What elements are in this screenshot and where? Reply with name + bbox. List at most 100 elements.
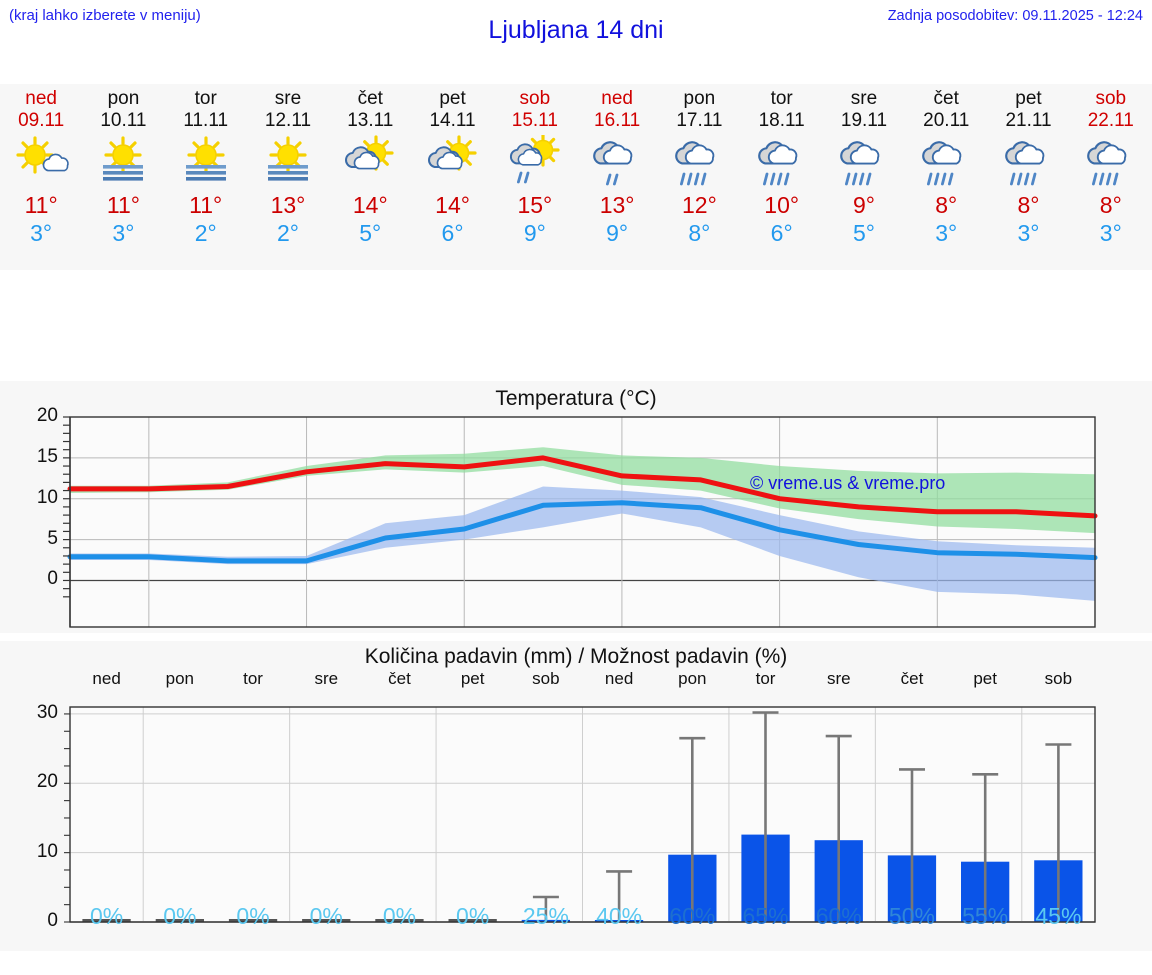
forecast-temp-max: 11° xyxy=(106,192,140,218)
page-title: Ljubljana 14 dni xyxy=(488,16,664,44)
forecast-day[interactable]: tor 18.11 10° 6° xyxy=(741,84,823,270)
forecast-day-name: ned xyxy=(601,88,633,109)
forecast-temp-min: 3° xyxy=(112,220,135,246)
precipitation-day-label: pon xyxy=(678,669,707,688)
last-update-label: Zadnja posodobitev: 09.11.2025 - 12:24 xyxy=(887,8,1143,24)
forecast-temp-min: 6° xyxy=(441,220,464,246)
forecast-day-name: pon xyxy=(683,88,716,109)
temperature-y-tick: 15 xyxy=(36,445,58,467)
forecast-day-name: tor xyxy=(194,88,217,109)
forecast-day[interactable]: sob 22.11 8° 3° xyxy=(1070,84,1152,270)
forecast-day[interactable]: tor 11.11 11° 2° xyxy=(165,84,247,270)
forecast-day[interactable]: pon 10.11 11° 3° xyxy=(82,84,164,270)
sun-fog-icon xyxy=(174,135,238,187)
forecast-temp-max: 11° xyxy=(24,192,58,218)
precipitation-probability-label: 55% xyxy=(962,903,1009,929)
forecast-day-name: pet xyxy=(1015,88,1042,109)
forecast-day-name: tor xyxy=(770,88,793,109)
forecast-day-date: 13.11 xyxy=(347,110,394,131)
cloud-rain-light-icon xyxy=(585,135,649,187)
forecast-day-date: 19.11 xyxy=(840,110,888,131)
cloud-rain-icon xyxy=(1079,135,1143,187)
precipitation-probability-label: 25% xyxy=(522,903,569,929)
forecast-temp-min: 6° xyxy=(770,220,793,246)
partly-cloudy-icon xyxy=(421,135,485,187)
forecast-day-name: ned xyxy=(25,88,57,109)
precipitation-y-tick: 20 xyxy=(36,771,58,793)
precipitation-day-label: pon xyxy=(165,669,194,688)
forecast-temp-min: 9° xyxy=(606,220,629,246)
cloud-rain-icon xyxy=(832,135,896,187)
forecast-day[interactable]: čet 20.11 8° 3° xyxy=(905,84,987,270)
forecast-day-date: 12.11 xyxy=(264,110,312,131)
forecast-temp-max: 9° xyxy=(852,192,875,218)
precipitation-probability-label: 0% xyxy=(456,903,490,929)
sun-fog-icon xyxy=(91,135,155,187)
precipitation-probability-label: 50% xyxy=(888,903,935,929)
precipitation-chart xyxy=(0,667,1152,951)
forecast-temp-max: 11° xyxy=(189,192,223,218)
forecast-temp-min: 5° xyxy=(852,220,875,246)
forecast-day[interactable]: ned 09.11 11° 3° xyxy=(0,84,82,270)
forecast-temp-max: 13° xyxy=(270,192,306,218)
forecast-temp-min: 9° xyxy=(523,220,546,246)
forecast-day-date: 17.11 xyxy=(676,110,723,131)
precipitation-probability-label: 0% xyxy=(382,903,417,929)
forecast-day-name: sob xyxy=(1095,88,1127,109)
forecast-temp-max: 8° xyxy=(1099,192,1122,218)
precipitation-chart-section: Količina padavin (mm) / Možnost padavin … xyxy=(0,641,1152,951)
forecast-day[interactable]: pet 14.11 14° 6° xyxy=(411,84,493,270)
precipitation-probability-label: 0% xyxy=(89,903,124,929)
temperature-chart-title: Temperatura (°C) xyxy=(495,387,657,410)
forecast-day[interactable]: sre 12.11 13° 2° xyxy=(247,84,329,270)
temperature-y-tick: 0 xyxy=(47,568,58,590)
precipitation-day-label: sre xyxy=(826,669,851,688)
forecast-temp-min: 5° xyxy=(359,220,382,246)
forecast-temp-min: 3° xyxy=(30,220,53,246)
forecast-temp-min: 2° xyxy=(276,220,299,246)
forecast-day[interactable]: pon 17.11 12° 8° xyxy=(658,84,740,270)
forecast-day-date: 14.11 xyxy=(429,110,476,131)
forecast-day-name: pon xyxy=(107,88,140,109)
forecast-temp-max: 8° xyxy=(935,192,958,218)
forecast-day[interactable]: sob 15.11 15° 9° xyxy=(494,84,576,270)
forecast-day-date: 18.11 xyxy=(758,110,805,131)
precipitation-y-tick: 30 xyxy=(36,701,58,723)
forecast-day[interactable]: čet 13.11 14° 5° xyxy=(329,84,411,270)
temperature-y-tick: 10 xyxy=(36,486,58,508)
copyright-watermark: © vreme.us & vreme.pro xyxy=(750,473,946,493)
forecast-day-date: 10.11 xyxy=(100,110,147,131)
precipitation-y-tick: 0 xyxy=(47,910,58,931)
precipitation-day-label: čet xyxy=(900,669,924,688)
cloud-rain-icon xyxy=(667,135,731,187)
precipitation-chart-title: Količina padavin (mm) / Možnost padavin … xyxy=(364,645,788,668)
forecast-temp-max: 15° xyxy=(517,192,553,218)
forecast-temp-min: 3° xyxy=(935,220,958,246)
precipitation-probability-label: 0% xyxy=(236,903,270,929)
precipitation-plot xyxy=(64,706,1096,923)
forecast-day[interactable]: sre 19.11 9° 5° xyxy=(823,84,905,270)
precipitation-day-label: ned xyxy=(92,669,121,688)
temperature-chart-section: Temperatura (°C) 0 5 10 15 20 © vreme.us & vr… xyxy=(0,381,1152,633)
precipitation-day-label: tor xyxy=(243,669,263,688)
forecast-day-name: čet xyxy=(933,88,959,109)
forecast-day-date: 22.11 xyxy=(1087,110,1134,131)
forecast-day-date: 16.11 xyxy=(594,110,641,131)
forecast-day[interactable]: ned 16.11 13° 9° xyxy=(576,84,658,270)
forecast-day-name: sre xyxy=(850,88,878,109)
temperature-y-tick: 5 xyxy=(47,527,58,549)
cloud-rain-icon xyxy=(914,135,978,187)
forecast-temp-min: 3° xyxy=(1017,220,1040,246)
precipitation-probability-label: 45% xyxy=(1035,903,1082,929)
forecast-temp-max: 14° xyxy=(352,192,388,218)
forecast-day-date: 09.11 xyxy=(18,110,65,131)
precipitation-day-label: pet xyxy=(460,669,485,688)
forecast-temp-max: 10° xyxy=(764,192,800,218)
forecast-day-date: 15.11 xyxy=(511,110,558,131)
forecast-day[interactable]: pet 21.11 8° 3° xyxy=(987,84,1069,270)
precipitation-day-label: čet xyxy=(388,669,411,688)
forecast-temp-min: 8° xyxy=(688,220,711,246)
forecast-day-name: sob xyxy=(519,88,551,109)
precipitation-day-label: sob xyxy=(1044,669,1073,688)
precipitation-probability-label: 40% xyxy=(596,903,643,929)
